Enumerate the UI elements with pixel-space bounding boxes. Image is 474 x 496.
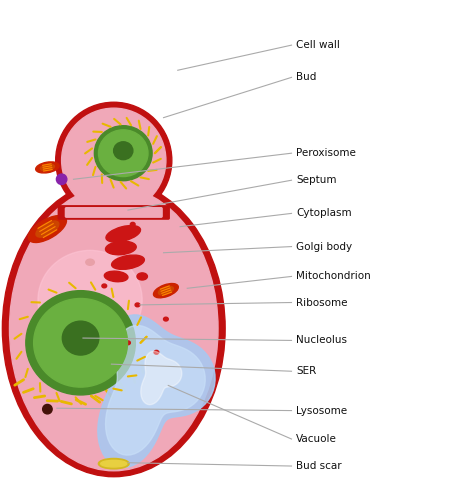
Text: Peroxisome: Peroxisome (296, 148, 356, 158)
Text: Nucleolus: Nucleolus (296, 335, 347, 345)
Ellipse shape (99, 130, 148, 177)
Text: Mitochondrion: Mitochondrion (296, 271, 371, 281)
Ellipse shape (26, 291, 136, 395)
Text: Cytoplasm: Cytoplasm (296, 208, 352, 218)
Ellipse shape (64, 308, 69, 311)
Ellipse shape (114, 142, 133, 160)
Ellipse shape (28, 216, 66, 243)
Ellipse shape (43, 404, 52, 414)
Polygon shape (141, 351, 182, 405)
Ellipse shape (100, 460, 127, 467)
Ellipse shape (106, 241, 136, 255)
Ellipse shape (154, 284, 178, 298)
Text: Ribosome: Ribosome (296, 298, 348, 308)
Ellipse shape (106, 226, 140, 242)
Ellipse shape (137, 273, 147, 280)
Text: Bud: Bud (296, 72, 317, 82)
Ellipse shape (9, 186, 218, 471)
Text: Septum: Septum (296, 175, 337, 185)
Ellipse shape (92, 360, 97, 364)
Ellipse shape (34, 299, 128, 387)
Ellipse shape (56, 174, 67, 185)
Ellipse shape (55, 102, 172, 218)
Ellipse shape (154, 350, 159, 354)
Ellipse shape (86, 259, 94, 265)
Ellipse shape (135, 303, 140, 307)
Ellipse shape (130, 222, 135, 226)
Ellipse shape (98, 458, 129, 469)
Ellipse shape (94, 125, 152, 181)
Text: Cell wall: Cell wall (296, 40, 340, 50)
Ellipse shape (36, 221, 59, 237)
Text: Bud scar: Bud scar (296, 461, 342, 471)
Ellipse shape (104, 271, 128, 282)
Ellipse shape (2, 181, 225, 477)
Ellipse shape (126, 341, 130, 345)
Polygon shape (106, 325, 205, 455)
Text: SER: SER (296, 366, 317, 376)
Ellipse shape (111, 255, 145, 269)
Ellipse shape (164, 317, 168, 321)
Ellipse shape (36, 162, 59, 173)
Text: Vacuole: Vacuole (296, 434, 337, 444)
Ellipse shape (40, 164, 55, 171)
Ellipse shape (38, 250, 142, 350)
Polygon shape (98, 315, 215, 467)
FancyBboxPatch shape (58, 206, 169, 219)
Ellipse shape (62, 108, 166, 212)
Text: Lysosome: Lysosome (296, 406, 347, 416)
Text: Golgi body: Golgi body (296, 242, 352, 251)
Ellipse shape (102, 284, 107, 288)
Ellipse shape (63, 321, 99, 355)
Ellipse shape (158, 286, 173, 295)
FancyBboxPatch shape (65, 208, 162, 217)
